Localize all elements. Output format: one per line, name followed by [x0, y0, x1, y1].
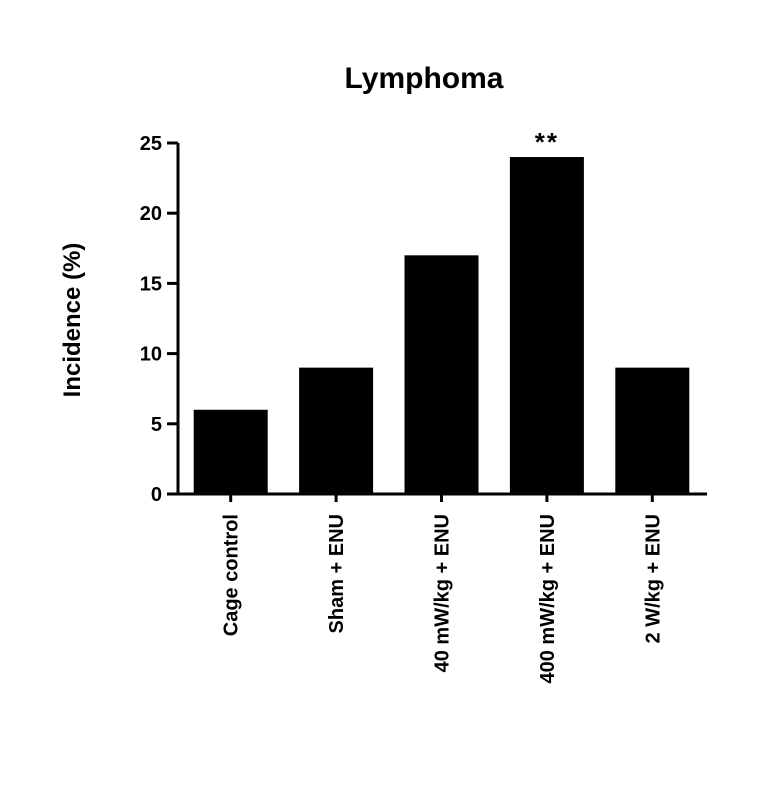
x-tick-label: 40 mW/kg + ENU: [432, 514, 454, 672]
y-tick-label: 0: [151, 484, 162, 506]
y-tick-label: 20: [140, 203, 162, 225]
y-tick-label: 25: [140, 133, 162, 155]
y-ticks-layer: 0 5 10 15 20 25: [140, 133, 178, 506]
bars-layer: [193, 157, 690, 495]
x-tick-label: Sham + ENU: [326, 514, 348, 633]
annotations-layer: **: [535, 127, 559, 157]
significance-annotation: **: [535, 127, 559, 157]
bar: [615, 367, 690, 494]
chart-title: Lymphoma: [345, 62, 504, 95]
bar: [404, 255, 479, 494]
y-tick-label: 15: [140, 273, 162, 295]
y-axis-label: Incidence (%): [59, 243, 86, 398]
bar: [509, 157, 584, 495]
y-tick-label: 10: [140, 344, 162, 366]
x-labels-layer: Cage control Sham + ENU 40 mW/kg + ENU 400 …: [221, 494, 664, 684]
bar: [193, 409, 268, 494]
x-tick-label: Cage control: [221, 514, 243, 636]
x-tick-label: 2 W/kg + ENU: [642, 514, 664, 643]
bar: [299, 367, 374, 494]
x-tick-label: 400 mW/kg + ENU: [537, 514, 559, 684]
y-tick-label: 5: [151, 414, 162, 436]
